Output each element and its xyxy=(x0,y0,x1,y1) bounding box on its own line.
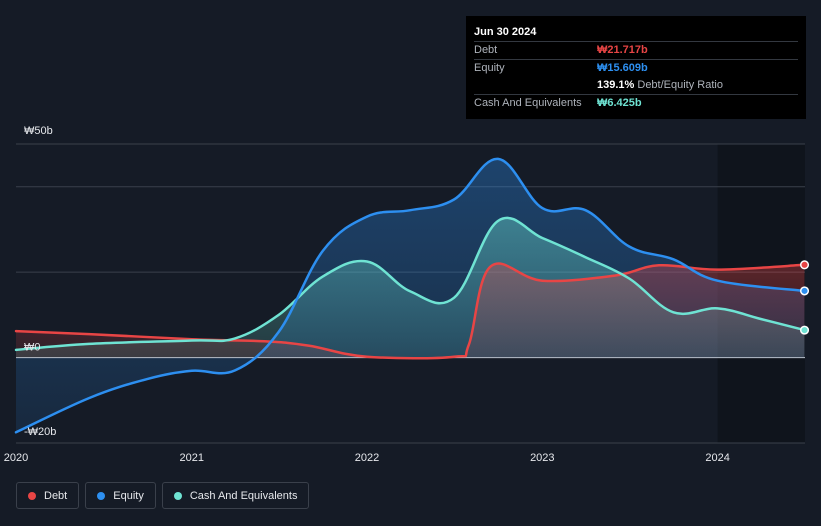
chart-legend: Debt Equity Cash And Equivalents xyxy=(16,482,310,509)
legend-label-cash: Cash And Equivalents xyxy=(189,489,298,502)
y-tick-label: ₩50b xyxy=(24,125,53,137)
legend-item-cash[interactable]: Cash And Equivalents xyxy=(161,482,310,509)
legend-dot-cash xyxy=(173,491,182,500)
tooltip-row-equity: Equity ₩15.609b xyxy=(474,59,798,77)
tooltip-panel: Jun 30 2024 Debt ₩21.717b Equity ₩15.609… xyxy=(466,16,806,119)
series-areas xyxy=(16,158,805,433)
y-tick-label: -₩20b xyxy=(24,426,56,438)
line-equity xyxy=(14,157,806,434)
tooltip-debt-label: Debt xyxy=(474,44,498,56)
area-debt xyxy=(16,263,805,359)
endpoint-cash-and-equivalents xyxy=(799,325,810,335)
legend-item-equity[interactable]: Equity xyxy=(85,482,156,509)
tooltip-row-ratio: 139.1% Debt/Equity Ratio xyxy=(474,77,798,94)
series-lines xyxy=(14,157,806,434)
tooltip-equity-value: ₩15.609b xyxy=(597,62,648,74)
tooltip-ratio-label: Debt/Equity Ratio xyxy=(637,79,723,91)
tooltip-cash-label: Cash And Equivalents xyxy=(474,97,582,109)
x-tick-label: 2023 xyxy=(530,452,554,464)
legend-dot-equity xyxy=(97,491,106,500)
y-axis-labels: ₩50b ₩0 -₩20b xyxy=(24,125,56,438)
x-tick-label: 2024 xyxy=(705,452,729,464)
tooltip-equity-label: Equity xyxy=(474,62,505,74)
line-debt xyxy=(14,262,806,360)
tooltip-date: Jun 30 2024 xyxy=(474,26,537,38)
tooltip-row-debt: Debt ₩21.717b xyxy=(474,41,798,59)
y-tick-label: ₩0 xyxy=(24,342,41,354)
legend-item-debt[interactable]: Debt xyxy=(16,482,80,509)
tooltip-row-cash: Cash And Equivalents ₩6.425b xyxy=(474,94,798,112)
x-tick-label: 2021 xyxy=(180,452,204,464)
line-cash-and-equivalents xyxy=(14,216,806,352)
tooltip-cash-value: ₩6.425b xyxy=(597,97,642,109)
tooltip-ratio-value: 139.1% xyxy=(597,79,635,91)
series-endpoints xyxy=(799,260,810,335)
tooltip-debt-value: ₩21.717b xyxy=(597,44,648,56)
x-axis-labels: 2020 2021 2022 2023 2024 xyxy=(4,452,730,464)
endpoint-equity xyxy=(799,286,810,296)
legend-label-equity: Equity xyxy=(113,489,144,502)
legend-dot-debt xyxy=(28,491,36,500)
x-tick-label: 2022 xyxy=(355,452,379,464)
x-tick-label: 2020 xyxy=(4,452,28,464)
endpoint-debt xyxy=(799,260,810,270)
legend-label-debt: Debt xyxy=(44,489,68,502)
